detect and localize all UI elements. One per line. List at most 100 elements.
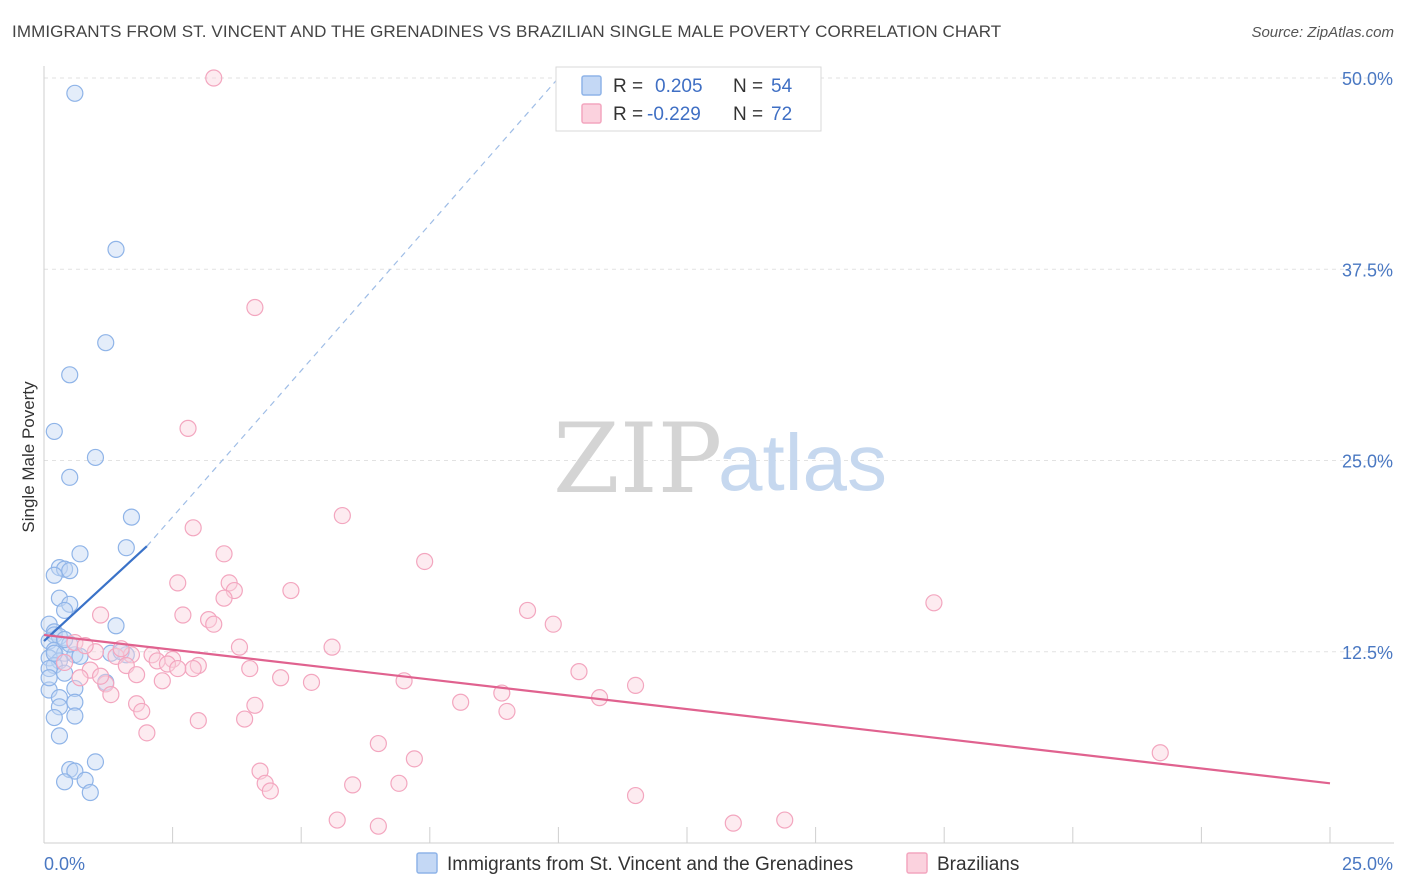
brazilians-point — [189, 656, 207, 675]
series-legend-label-blue: Immigrants from St. Vincent and the Gren… — [447, 854, 853, 875]
series-legend: Immigrants from St. Vincent and the Gren… — [416, 852, 1019, 875]
immigrants-point — [86, 753, 105, 771]
brazilians-point — [205, 69, 223, 87]
brazilians-point — [518, 601, 537, 620]
immigrants-point — [66, 707, 84, 725]
brazilians-point — [272, 669, 290, 687]
brazilians-point — [127, 666, 146, 684]
brazilians-point — [1151, 744, 1169, 762]
y-tick-label: 25.0% — [1342, 452, 1393, 472]
immigrants-point — [55, 601, 74, 620]
brazilians-point — [570, 663, 588, 681]
series-legend-label-pink: Brazilians — [937, 854, 1019, 875]
legend-r-label-pink: R = — [613, 104, 643, 125]
legend-r-value-blue: 0.205 — [655, 76, 703, 97]
watermark: ZIP atlas — [553, 403, 887, 515]
brazilians-point — [344, 776, 362, 794]
correlation-legend: R = 0.205 N = 54 R = -0.229 N = 72 — [555, 66, 822, 132]
brazilians-point — [323, 638, 341, 656]
immigrants-point — [40, 669, 58, 687]
brazilians-point — [302, 673, 321, 691]
immigrants-trend-extension — [146, 77, 559, 547]
brazilians-point — [246, 696, 264, 714]
brazilians-point — [91, 667, 110, 685]
immigrants-point — [66, 693, 84, 711]
brazilians-point — [86, 643, 105, 661]
legend-n-value-pink: 72 — [771, 104, 792, 125]
grid-lines — [44, 77, 1394, 653]
y-tick-label: 50.0% — [1342, 69, 1393, 89]
brazilians-point — [55, 653, 74, 672]
immigrants-point — [86, 448, 105, 467]
brazilians-point — [205, 615, 223, 633]
legend-swatch-pink — [581, 103, 602, 124]
brazilians-point — [76, 637, 94, 655]
legend-r-value-pink: -0.229 — [647, 104, 701, 125]
immigrants-point — [50, 727, 69, 745]
brazilians-point — [544, 615, 562, 633]
brazilians-point — [328, 811, 346, 829]
y-axis-label: Single Male Poverty — [19, 381, 38, 533]
immigrants-point — [45, 708, 63, 727]
brazilians-point — [626, 676, 645, 695]
chart-title: IMMIGRANTS FROM ST. VINCENT AND THE GREN… — [12, 22, 1002, 41]
brazilians-point — [416, 552, 434, 571]
brazilians-point — [174, 606, 192, 624]
brazilians-point — [498, 702, 516, 721]
brazilians-point — [169, 659, 187, 678]
brazilians-point — [246, 298, 264, 317]
series-legend-swatch-blue — [416, 852, 438, 874]
y-tick-label: 12.5% — [1342, 643, 1393, 663]
brazilians-trend-line — [43, 633, 1331, 785]
brazilians-point — [333, 506, 351, 525]
brazilians-point — [71, 669, 89, 687]
immigrants-point — [117, 539, 135, 557]
brazilians-point — [369, 734, 387, 753]
legend-n-value-blue: 54 — [771, 76, 793, 97]
immigrants-point — [45, 566, 63, 584]
brazilians-point — [230, 638, 249, 656]
brazilians-point — [91, 606, 110, 624]
watermark-atlas: atlas — [718, 418, 887, 507]
brazilians-point — [200, 611, 218, 629]
brazilians-point — [776, 811, 794, 829]
brazilians-point — [452, 693, 470, 711]
legend-n-label-pink: N = — [733, 104, 763, 125]
legend-swatch-blue — [581, 75, 602, 96]
legend-n-label-blue: N = — [733, 76, 763, 97]
watermark-zip: ZIP — [553, 403, 722, 515]
brazilians-point — [236, 710, 254, 728]
brazilians-point — [626, 786, 645, 805]
immigrants-point — [107, 240, 125, 258]
immigrants-point — [61, 562, 79, 580]
brazilians-point — [724, 814, 742, 832]
brazilians-point — [261, 782, 279, 800]
source-label: Source: ZipAtlas.com — [1251, 24, 1394, 41]
brazilians-point — [390, 774, 408, 792]
brazilians-point — [148, 652, 166, 670]
immigrants-point — [55, 773, 74, 791]
immigrants-point — [66, 84, 84, 102]
immigrants-point — [122, 508, 141, 526]
x-tick-label-min: 0.0% — [44, 854, 85, 874]
series-legend-swatch-pink — [906, 852, 928, 874]
immigrants-point — [50, 689, 69, 707]
series-immigrants-points — [40, 84, 141, 802]
immigrants-point — [71, 545, 89, 563]
immigrants-point — [55, 630, 74, 649]
brazilians-point — [184, 519, 202, 537]
immigrants-point — [45, 422, 63, 441]
series-brazilians-points — [55, 69, 1169, 835]
brazilians-point — [169, 574, 187, 592]
brazilians-point — [158, 655, 177, 673]
immigrants-point — [81, 783, 99, 802]
immigrants-point — [61, 366, 79, 384]
x-tick-label-max: 25.0% — [1342, 854, 1393, 874]
y-tick-label: 37.5% — [1342, 260, 1393, 280]
brazilians-point — [138, 724, 156, 742]
brazilians-point — [215, 589, 233, 607]
immigrants-point — [50, 698, 69, 716]
legend-r-label-blue: R = — [613, 76, 643, 97]
brazilians-point — [102, 685, 120, 704]
